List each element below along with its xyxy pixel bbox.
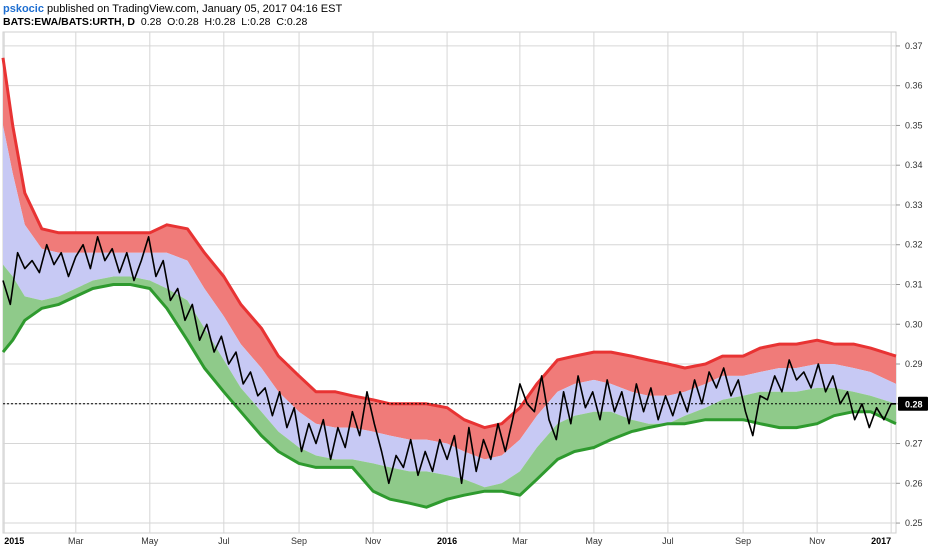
y-tick-label: 0.26 — [905, 478, 923, 488]
y-tick-label: 0.35 — [905, 120, 923, 130]
author-link[interactable]: pskocic — [3, 3, 44, 15]
quote-high: H:0.28 — [204, 16, 236, 28]
x-tick-label: 2015 — [4, 536, 24, 546]
y-tick-label: 0.36 — [905, 81, 923, 91]
chart-header: pskocic published on TradingView.com, Ja… — [3, 2, 623, 32]
y-tick-label: 0.31 — [905, 279, 923, 289]
price-series — [2, 236, 896, 485]
x-tick-label: 2016 — [437, 536, 457, 546]
x-axis[interactable]: 2015 Mar May Jul Sep Nov 2016 Mar May Jul Sep Nov 20… — [4, 536, 891, 546]
y-tick-label: 0.25 — [905, 518, 923, 528]
x-tick-label: Sep — [291, 536, 307, 546]
upper-band-line — [1, 57, 897, 430]
x-tick-label: Jul — [218, 536, 230, 546]
symbol-label: BATS:EWA/BATS:URTH, D — [3, 16, 136, 28]
quote-close: C:0.28 — [276, 16, 308, 28]
y-tick-label: 0.32 — [905, 240, 923, 250]
y-tick-label: 0.34 — [905, 160, 923, 170]
published-text: published on TradingView.com, January 05… — [47, 3, 343, 15]
envelope-bands — [1, 57, 897, 509]
x-tick-label: Nov — [809, 536, 826, 546]
x-tick-label: Sep — [735, 536, 751, 546]
quote-open: O:0.28 — [167, 16, 199, 28]
y-tick-label: 0.29 — [905, 359, 923, 369]
x-tick-label: Jul — [662, 536, 674, 546]
price-line — [2, 236, 896, 485]
quote-value: 0.28 — [140, 16, 162, 28]
current-value-badge — [898, 396, 928, 411]
symbol-quote: BATS:EWA/BATS:URTH, D 0.28 O:0.28 H:0.28… — [3, 16, 623, 29]
lower-band-line — [1, 283, 897, 509]
x-tick-label: Mar — [512, 536, 528, 546]
y-tick-label: 0.37 — [905, 41, 923, 51]
current-value-label: 0.28 — [905, 399, 923, 409]
x-tick-label: May — [141, 536, 159, 546]
y-tick-label: 0.30 — [905, 319, 923, 329]
x-tick-label: Mar — [68, 536, 84, 546]
publish-info: pskocic published on TradingView.com, Ja… — [3, 2, 623, 16]
quote-low: L:0.28 — [241, 16, 271, 28]
y-tick-label: 0.33 — [905, 200, 923, 210]
x-tick-label: May — [585, 536, 603, 546]
y-axis[interactable]: 0.25 0.26 0.27 0.28 0.29 0.30 0.31 0.32 0.33 0.34… — [896, 41, 928, 528]
middle-band-area — [3, 125, 896, 488]
x-tick-label: 2017 — [871, 536, 891, 546]
x-tick-label: Nov — [365, 536, 382, 546]
y-tick-label: 0.27 — [905, 439, 923, 449]
